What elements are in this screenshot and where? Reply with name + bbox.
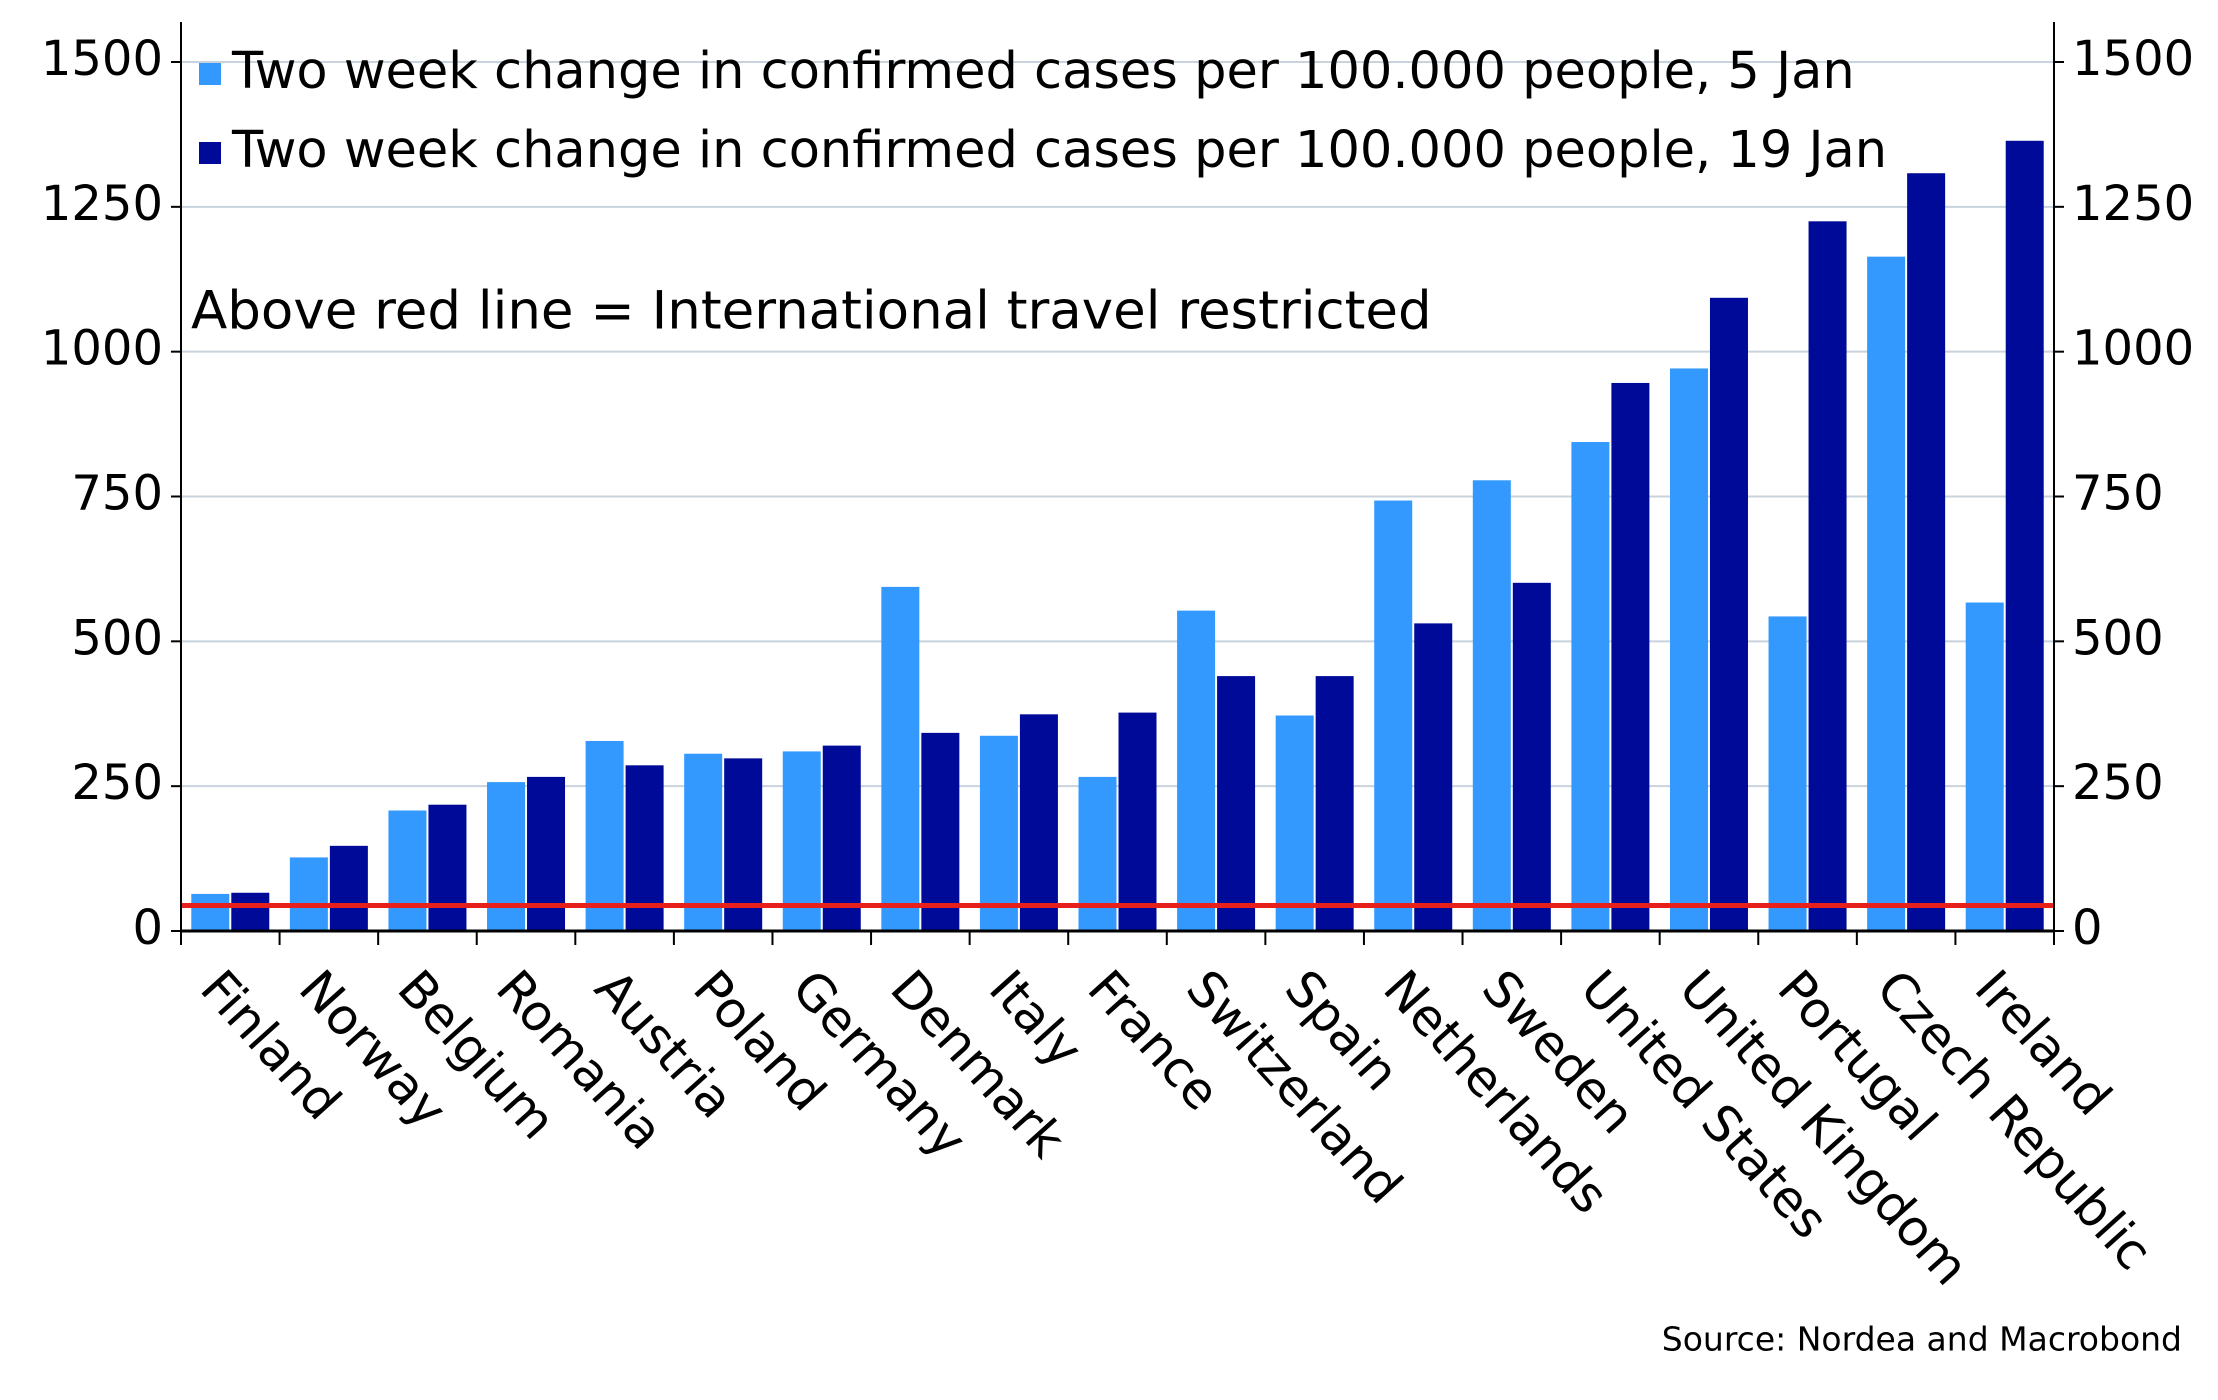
bar	[1907, 173, 1946, 931]
legend-swatch	[199, 142, 221, 164]
y2-tick-label: 1250	[2072, 176, 2194, 232]
bar	[1472, 480, 1511, 931]
y-tick-label: 0	[132, 900, 163, 956]
bar	[1611, 382, 1650, 931]
bars	[191, 140, 2044, 932]
y2-tick-label: 1500	[2072, 31, 2194, 87]
source: Source: Nordea and Macrobond	[1662, 1320, 2182, 1359]
bar	[487, 782, 526, 931]
bar	[1965, 602, 2004, 931]
bar	[231, 892, 270, 931]
bar	[585, 740, 624, 931]
bar	[1414, 623, 1453, 931]
y2-tick-label: 250	[2072, 755, 2164, 811]
bar	[1709, 297, 1748, 931]
bar	[1118, 712, 1157, 931]
bar	[1315, 676, 1354, 931]
y2-tick-label: 0	[2072, 900, 2103, 956]
bar	[388, 810, 427, 931]
bar	[1512, 582, 1551, 931]
bar	[1867, 256, 1906, 931]
legend-label: Two week change in confirmed cases per 1…	[231, 121, 1887, 180]
bar	[428, 804, 467, 931]
bar	[1177, 610, 1216, 931]
bar	[822, 745, 861, 931]
y-tick-label: 750	[71, 466, 163, 522]
y-tick-label: 500	[71, 610, 163, 666]
bar	[1808, 221, 1847, 932]
bar	[921, 732, 960, 931]
bar	[1275, 715, 1314, 931]
bar	[1669, 368, 1708, 931]
y-tick-label: 250	[71, 755, 163, 811]
y2-tick-label: 1000	[2072, 321, 2194, 377]
bar	[2005, 140, 2044, 932]
y-tick-label: 1250	[41, 176, 163, 232]
bar	[289, 857, 328, 931]
bar	[1019, 714, 1058, 931]
y2-tick-label: 500	[2072, 610, 2164, 666]
bar	[329, 845, 368, 931]
bar	[684, 753, 723, 931]
bar	[724, 758, 763, 931]
y-tick-label: 1500	[41, 31, 163, 87]
bar	[1571, 442, 1610, 931]
bar	[191, 893, 230, 931]
bar	[881, 586, 920, 931]
bar	[1768, 616, 1807, 931]
legend-label: Two week change in confirmed cases per 1…	[231, 42, 1855, 101]
bar	[1217, 676, 1256, 931]
bar	[1374, 500, 1413, 931]
bar	[979, 735, 1018, 931]
bar	[782, 751, 821, 931]
y2-tick-label: 750	[2072, 466, 2164, 522]
y-tick-label: 1000	[41, 321, 163, 377]
legend-swatch	[199, 63, 221, 85]
annotation: Above red line = International travel re…	[191, 281, 1432, 342]
